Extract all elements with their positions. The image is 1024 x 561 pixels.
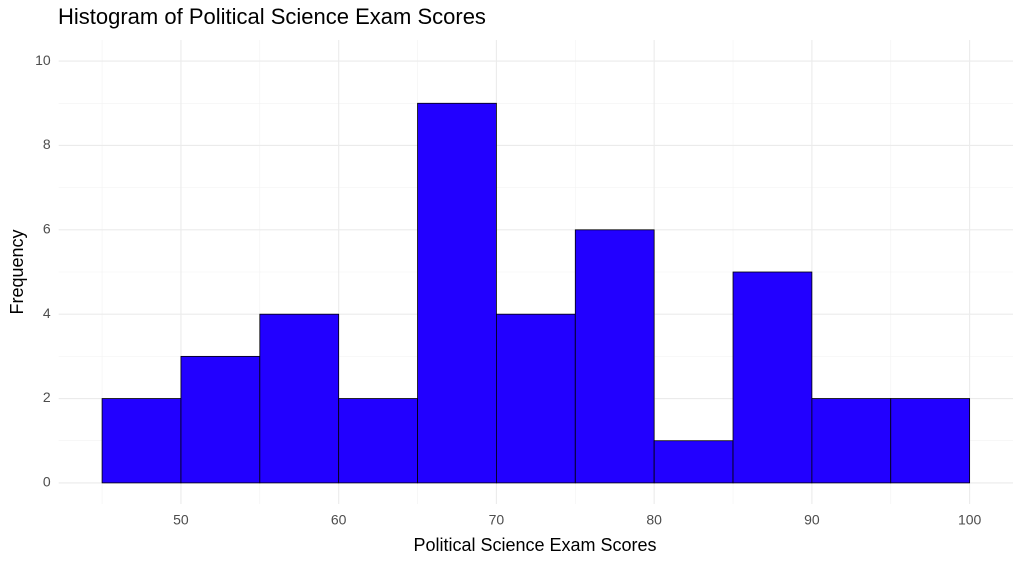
y-tick-label: 10: [35, 52, 51, 68]
bar: [732, 271, 813, 484]
x-tick-label: 80: [646, 512, 662, 528]
x-tick-label: 100: [958, 512, 982, 528]
x-axis-label: Political Science Exam Scores: [413, 535, 656, 555]
bar: [338, 398, 418, 484]
y-tick-label: 0: [43, 474, 51, 490]
bar: [259, 313, 340, 484]
x-tick-label: 50: [173, 512, 189, 528]
bar: [653, 440, 734, 484]
bar: [496, 313, 576, 484]
bar: [101, 398, 182, 484]
y-tick-label: 4: [43, 305, 51, 321]
bar: [417, 102, 497, 484]
bar: [890, 398, 971, 484]
y-tick-label: 2: [43, 389, 51, 405]
bar: [811, 398, 892, 484]
y-tick-label: 6: [43, 221, 51, 237]
x-tick-label: 70: [489, 512, 505, 528]
x-tick-label: 60: [331, 512, 347, 528]
chart-title: Histogram of Political Science Exam Scor…: [58, 4, 486, 29]
bar: [180, 355, 261, 484]
x-tick-label: 90: [804, 512, 820, 528]
y-axis-label: Frequency: [7, 229, 27, 314]
y-tick-label: 8: [43, 136, 51, 152]
bar: [574, 229, 655, 484]
